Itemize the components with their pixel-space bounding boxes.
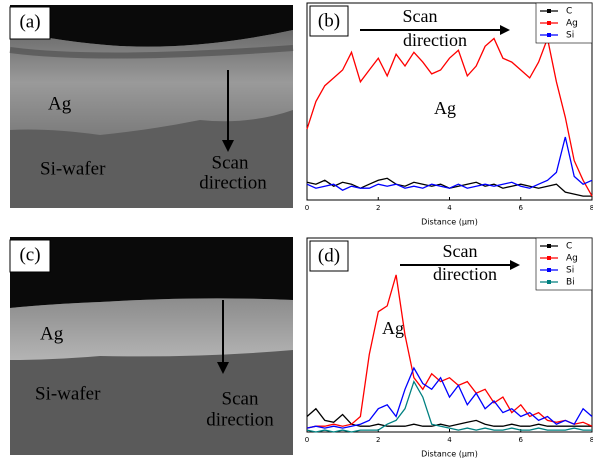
panel-label: (c) (19, 244, 40, 265)
legend-marker (547, 256, 551, 260)
annotation: Scan (443, 241, 478, 261)
annotation: Ag (382, 318, 404, 338)
x-tick-label: 0 (305, 204, 309, 212)
annotation: Scan (403, 6, 438, 26)
legend-marker (547, 280, 551, 284)
legend-label: C (566, 7, 572, 17)
data-line (307, 137, 592, 190)
annotation: Ag (434, 98, 456, 118)
legend-label: Ag (566, 19, 578, 29)
layer-label: Ag (48, 93, 72, 114)
x-tick-label: 2 (376, 436, 380, 444)
legend-marker (547, 33, 551, 37)
sem-image-c: (c) Ag Si-wafer Scan direction (10, 237, 293, 455)
substrate-label: Si-wafer (40, 158, 106, 179)
legend-marker (547, 244, 551, 248)
x-tick-label: 0 (305, 436, 309, 444)
panel-label: (d) (318, 245, 340, 266)
figure: (a) Ag Si-wafer Scan direction (c) Ag Si… (0, 0, 593, 463)
sem-image-a: (a) Ag Si-wafer Scan direction (10, 5, 293, 208)
legend-marker (547, 9, 551, 13)
annotation: direction (433, 264, 497, 284)
layer-label: Ag (40, 323, 64, 344)
legend-label: Si (566, 266, 574, 276)
legend-label: Si (566, 31, 574, 41)
x-tick-label: 6 (519, 204, 524, 212)
scan-arrow-head (500, 25, 510, 35)
scan-label: Scan (222, 388, 259, 409)
legend-marker (547, 21, 551, 25)
legend-label: Bi (566, 278, 575, 288)
panel-label: (b) (318, 10, 340, 31)
scan-label: direction (206, 409, 274, 430)
panel-label: (a) (19, 11, 40, 32)
legend-label: C (566, 242, 572, 252)
substrate-label: Si-wafer (35, 383, 101, 404)
scan-label: Scan (212, 152, 249, 173)
x-tick-label: 6 (519, 436, 524, 444)
x-tick-label: 4 (447, 436, 452, 444)
x-tick-label: 4 (447, 204, 452, 212)
x-axis-label: Distance (μm) (421, 450, 478, 459)
legend-label: Ag (566, 254, 578, 264)
legend-marker (547, 268, 551, 272)
scan-label: direction (199, 172, 267, 193)
scan-arrow-head (510, 260, 520, 270)
data-line (307, 275, 592, 428)
annotation: direction (403, 30, 467, 50)
x-axis-label: Distance (μm) (421, 218, 478, 227)
x-tick-label: 2 (376, 204, 380, 212)
